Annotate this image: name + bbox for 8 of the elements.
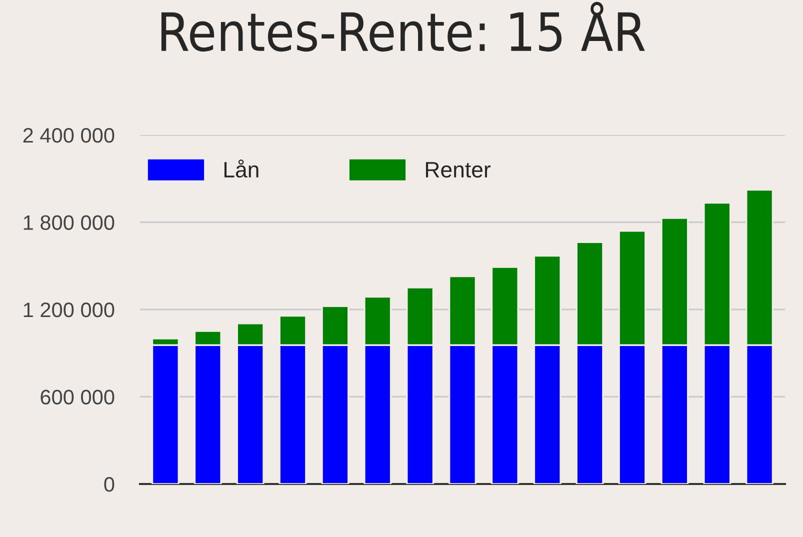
y-tick-label: 0 [104,477,114,492]
legend-label: Lån [224,159,258,178]
y-tick-label: 2 400 000 [23,128,114,143]
y-tick-label: 600 000 [40,390,114,405]
y-tick-label: 1 200 000 [24,302,114,318]
chart-title: Rentes-Rente: 15 ÅR [161,2,645,52]
legend-label: Renter [426,162,491,178]
y-tick-label: 1 800 000 [24,215,114,230]
